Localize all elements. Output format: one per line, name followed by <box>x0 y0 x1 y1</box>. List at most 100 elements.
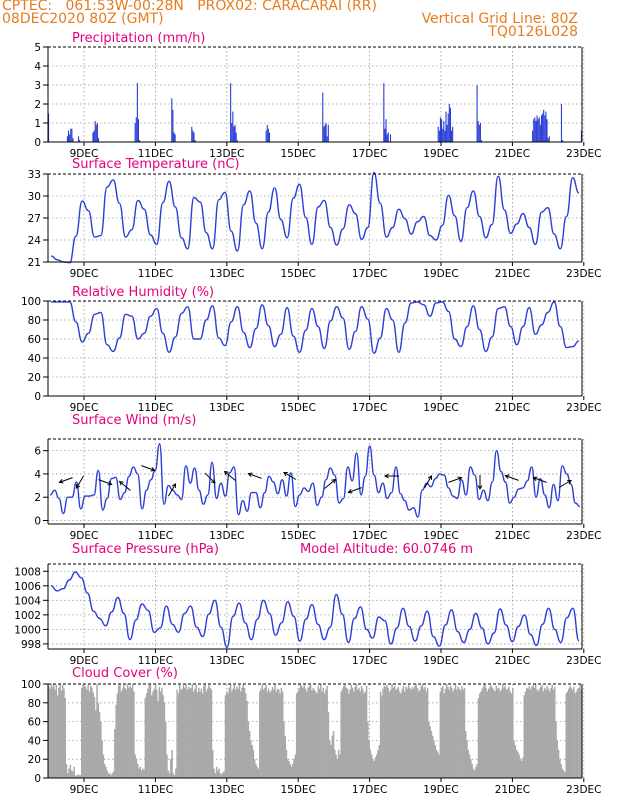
cloud-bar <box>110 775 112 778</box>
cloud-bar <box>83 685 86 778</box>
x-tick-label: 11DEC <box>138 268 173 280</box>
wind-arrow <box>248 473 262 479</box>
panel-title: Surface Pressure (hPa) <box>72 542 219 557</box>
cloud-bar <box>532 684 534 778</box>
cloud-bar <box>523 695 525 778</box>
cloud-bar <box>271 686 274 778</box>
cloud-bar <box>487 688 490 778</box>
cloud-bar <box>353 691 355 778</box>
cloud-bar <box>456 689 458 778</box>
cloud-bar <box>309 684 312 778</box>
cloud-bar <box>580 689 583 778</box>
precip-bar <box>450 130 453 142</box>
cloud-bar <box>406 688 409 778</box>
cloud-bar <box>229 684 232 778</box>
cloud-bar <box>56 695 59 778</box>
precip-bar <box>96 123 98 142</box>
cloud-bar <box>574 693 576 778</box>
y-tick-label: 2 <box>34 99 41 111</box>
cloud-bar <box>536 689 538 778</box>
cloud-bar <box>494 691 496 778</box>
precip-bar <box>267 128 269 142</box>
cloud-bar <box>526 687 528 778</box>
series-line <box>50 571 580 649</box>
cloud-bar <box>562 770 565 778</box>
precip-bar <box>231 123 233 142</box>
cloud-bar <box>135 759 138 778</box>
cloud-bar <box>431 735 434 778</box>
cloud-bar <box>250 740 252 778</box>
x-tick-label: 19DEC <box>423 268 458 280</box>
cloud-bar <box>204 684 206 778</box>
cloud-bar <box>78 775 80 778</box>
cloud-bar <box>149 684 152 778</box>
cloud-bar <box>129 685 131 778</box>
cloud-bar <box>356 689 359 778</box>
precip-bar <box>67 130 70 142</box>
cloud-bar <box>411 686 414 778</box>
y-tick-label: 4 <box>34 469 41 481</box>
wind-arrow-head <box>567 479 572 485</box>
precip-bar <box>437 126 439 142</box>
cloud-bar <box>68 768 70 778</box>
precip-bar <box>72 138 74 142</box>
cloud-bar <box>449 685 452 778</box>
cloud-bar <box>86 689 88 778</box>
cloud-bar <box>312 687 314 778</box>
cloud-bar <box>555 721 557 778</box>
cloud-bar <box>415 684 417 778</box>
cloud-bar <box>209 687 211 778</box>
cloud-bar <box>178 684 181 778</box>
cloud-bar <box>237 688 239 778</box>
cloud-bar <box>89 685 92 778</box>
cloud-bar <box>247 721 250 778</box>
cloud-bar <box>372 759 374 778</box>
cloud-bar <box>378 745 381 778</box>
precip-bar <box>543 109 545 142</box>
cloud-bar <box>111 773 114 778</box>
cloud-bar <box>156 689 158 778</box>
cloud-bar <box>287 759 289 778</box>
cloud-bar <box>354 686 356 778</box>
cloud-bar <box>365 685 368 778</box>
cloud-bar <box>447 686 449 778</box>
cloud-bar <box>138 768 140 778</box>
cloud-bar <box>288 761 290 778</box>
y-tick-label: 21 <box>28 257 41 269</box>
precip-bar <box>537 119 539 142</box>
cloud-bar <box>199 691 201 778</box>
cloud-bar <box>504 685 506 778</box>
cloud-bar <box>335 754 337 778</box>
cloud-bar <box>139 766 142 778</box>
cloud-bar <box>542 691 545 778</box>
precip-bar <box>66 136 68 142</box>
wind-arrow-head <box>283 471 288 477</box>
cloud-bar <box>242 684 244 778</box>
cloud-bar <box>280 687 283 778</box>
precip-bar <box>173 132 175 142</box>
x-tick-label: 13DEC <box>209 402 244 414</box>
precip-bar <box>134 123 136 142</box>
cloud-bar <box>552 689 555 778</box>
cloud-bar <box>554 686 556 778</box>
cloud-bar <box>299 684 302 778</box>
cloud-bar <box>323 693 326 778</box>
cloud-bar <box>133 691 135 778</box>
precip-bar <box>325 123 327 142</box>
x-tick-label: 9DEC <box>70 268 99 280</box>
cloud-bar <box>510 693 513 778</box>
precip-bar <box>191 126 193 142</box>
cloud-bar <box>364 691 367 778</box>
cloud-bar <box>527 688 529 778</box>
cloud-bar <box>283 721 285 778</box>
x-tick-label: 21DEC <box>495 268 530 280</box>
y-tick-label: 100 <box>21 679 41 691</box>
cloud-bar <box>369 749 372 778</box>
precip-bar <box>193 132 195 142</box>
cloud-bar <box>295 693 298 778</box>
cloud-bar <box>417 691 420 778</box>
wind-arrow-head <box>75 484 81 489</box>
cloud-bar <box>273 689 275 778</box>
cloud-bar <box>298 688 300 778</box>
precip-bar <box>139 140 141 142</box>
